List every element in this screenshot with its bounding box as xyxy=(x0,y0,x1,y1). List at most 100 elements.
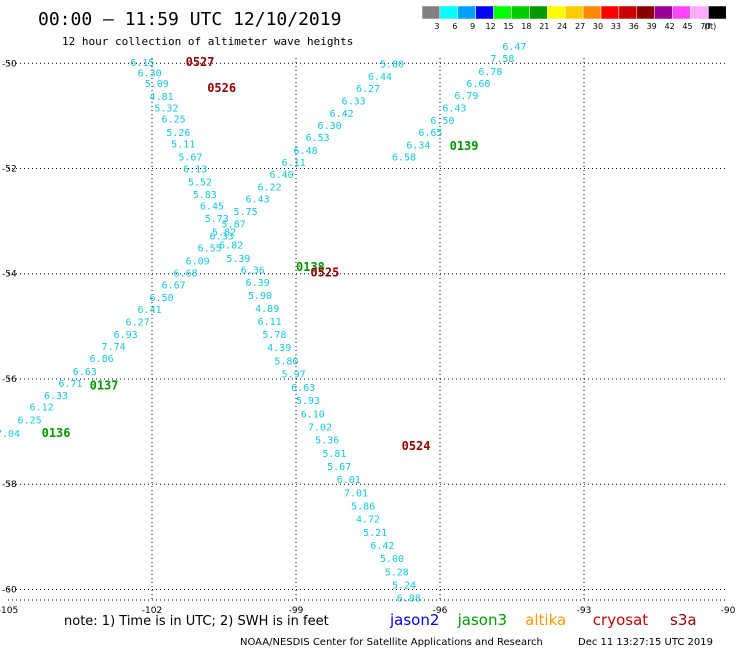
y-tick-label: -54 xyxy=(2,270,17,280)
y-tick-label: -50 xyxy=(2,59,17,69)
timestamp-text: Dec 11 13:27:15 UTC 2019 xyxy=(578,637,713,648)
footer-note: note: 1) Time is in UTC; 2) SWH is in fe… xyxy=(64,614,329,629)
swh-value: 6.50 xyxy=(150,293,174,304)
legend-label: 42 xyxy=(665,22,675,31)
mission-label: altika xyxy=(525,611,566,629)
swh-value: 6.68 xyxy=(174,268,198,279)
swh-value: 6.58 xyxy=(392,153,416,164)
swh-value: 6.15 xyxy=(130,58,154,69)
legend-label: 21 xyxy=(539,22,549,31)
swh-value: 6.27 xyxy=(126,317,150,328)
x-tick-label: -99 xyxy=(289,606,304,616)
legend-swatch xyxy=(439,5,459,20)
swh-value: 6.41 xyxy=(138,305,162,316)
swh-value: 6.71 xyxy=(58,379,82,390)
swh-value: 6.42 xyxy=(370,541,394,552)
swh-value: 6.63 xyxy=(291,383,315,394)
legend-swatch xyxy=(457,5,476,20)
pass-label: 0137 xyxy=(90,379,119,393)
swh-value: 6.33 xyxy=(210,232,234,243)
swh-value: 6.34 xyxy=(406,141,430,152)
swh-value: 7.01 xyxy=(344,488,368,499)
swh-value: 6.25 xyxy=(162,115,186,126)
pass-label: 0139 xyxy=(450,139,479,153)
swh-value: 5.24 xyxy=(392,580,416,591)
swh-value: 6.11 xyxy=(282,158,306,169)
swh-value: 5.00 xyxy=(380,554,404,565)
swh-value: 6.11 xyxy=(258,317,282,328)
legend-swatch xyxy=(547,5,566,20)
pass-label: 0527 xyxy=(186,55,215,69)
legend-label: 39 xyxy=(647,22,657,31)
legend-swatch xyxy=(618,5,638,20)
legend-label: 27 xyxy=(575,22,585,31)
mission-label: jason2 xyxy=(389,611,439,629)
swh-value: 5.83 xyxy=(193,190,217,201)
swh-value: 5.93 xyxy=(296,396,320,407)
swh-value: 6.13 xyxy=(183,165,207,176)
mission-legend: jason2 jason3 altika cryosat s3a xyxy=(389,611,697,629)
legend-swatch xyxy=(475,5,494,20)
legend-label: 36 xyxy=(629,22,639,31)
swh-value: 5.11 xyxy=(171,139,195,150)
pass-label: 0525 xyxy=(310,265,339,279)
swh-value: 6.40 xyxy=(270,170,294,181)
legend-label: 15 xyxy=(503,22,513,31)
legend-swatch xyxy=(708,5,727,20)
swh-value: 5.97 xyxy=(282,369,306,380)
x-tick-label: -96 xyxy=(433,606,448,616)
credit-text: NOAA/NESDIS Center for Satellite Applica… xyxy=(240,637,543,648)
swh-value: 6.48 xyxy=(294,146,318,157)
y-tick-label: -56 xyxy=(2,375,17,385)
swh-value: 6.27 xyxy=(356,84,380,95)
swh-value: 5.87 xyxy=(222,219,246,230)
x-tick-label: -93 xyxy=(577,606,592,616)
swh-value: 6.78 xyxy=(478,67,502,78)
swh-value: 4.89 xyxy=(255,304,279,315)
swh-value: 5.09 xyxy=(145,79,169,90)
legend-swatch xyxy=(529,5,548,20)
swh-value: 5.75 xyxy=(234,207,258,218)
legend-swatch xyxy=(511,5,530,20)
swh-value: 5.80 xyxy=(274,356,298,367)
legend-label: 3 xyxy=(434,22,439,31)
swh-value: 5.81 xyxy=(322,449,346,460)
pass-label: 0526 xyxy=(207,81,236,95)
pass-label: 0136 xyxy=(42,426,71,440)
legend-swatch xyxy=(636,5,655,20)
pass-label: 0138 xyxy=(296,260,325,274)
swh-value: 6.47 xyxy=(502,42,526,53)
swh-value: 4.81 xyxy=(150,92,174,103)
x-tick-label: -105 xyxy=(0,606,18,616)
y-tick-label: -60 xyxy=(2,585,17,595)
legend-label: 12 xyxy=(486,22,496,31)
legend-swatch xyxy=(582,5,602,20)
swh-value: 6.10 xyxy=(301,409,325,420)
legend-label: 9 xyxy=(470,22,475,31)
legend-label: 70 xyxy=(700,22,710,31)
swh-value: 6.33 xyxy=(342,96,366,107)
swh-value: 6.45 xyxy=(200,202,224,213)
swh-value: 6.79 xyxy=(454,91,478,102)
swh-value: 7.58 xyxy=(490,54,514,65)
legend-swatch xyxy=(672,5,691,20)
swh-value: 5.78 xyxy=(262,330,286,341)
swh-value: 5.82 xyxy=(212,227,236,238)
plot-area: -105 -102 -99 -96 -93 -90 -50 -52 -54 -56 -58 -60 6.… xyxy=(0,42,736,616)
legend-label: 18 xyxy=(521,22,531,31)
swh-value: 5.67 xyxy=(327,462,351,473)
swh-value: 6.53 xyxy=(306,133,330,144)
swh-value: 4.39 xyxy=(267,343,291,354)
swh-value: 6.33 xyxy=(44,391,68,402)
swh-value: 5.21 xyxy=(363,528,387,539)
legend-swatch xyxy=(690,5,709,20)
swh-value: 6.30 xyxy=(318,121,342,132)
legend-swatch xyxy=(654,5,673,20)
swh-value: 6.67 xyxy=(162,280,186,291)
swh-value: 5.26 xyxy=(166,128,190,139)
swh-value: 6.09 xyxy=(186,256,210,267)
swh-value: 5.36 xyxy=(315,436,339,447)
swh-value: 6.65 xyxy=(418,128,442,139)
legend-label: 6 xyxy=(452,22,457,31)
swh-value: 6.82 xyxy=(219,240,243,251)
